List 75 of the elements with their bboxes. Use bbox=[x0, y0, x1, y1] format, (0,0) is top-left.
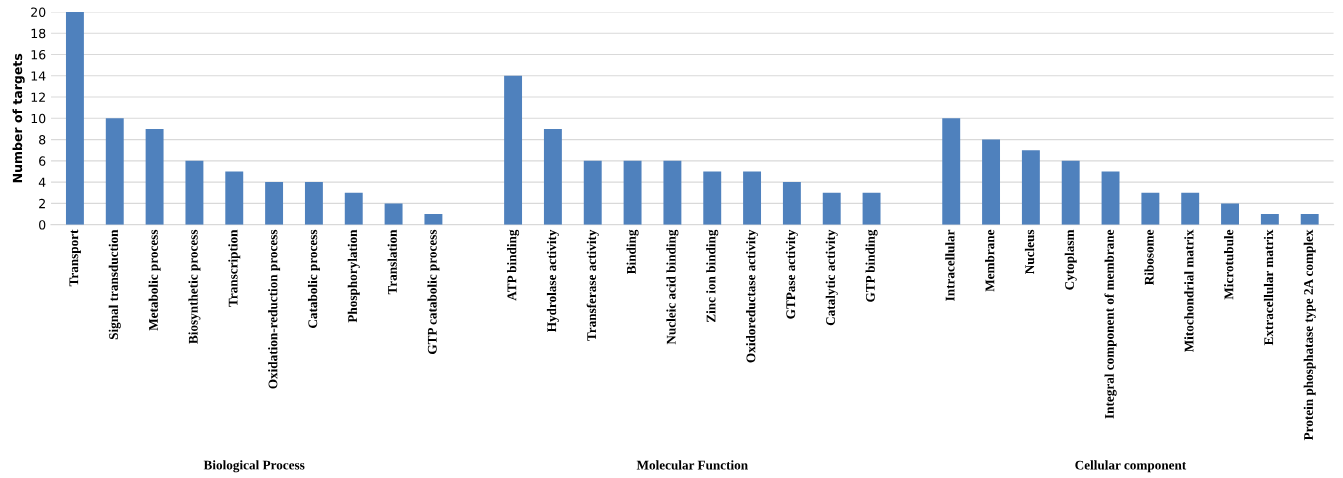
x-tick-label: Extracellular matrix bbox=[1263, 229, 1274, 346]
x-tick-label: Integral component of membrane bbox=[1104, 229, 1117, 419]
bar bbox=[703, 171, 722, 225]
text: Molecular Function bbox=[636, 460, 748, 470]
x-tick-label: Oxidoreductase activity bbox=[746, 229, 759, 363]
bar bbox=[743, 171, 762, 225]
x-tick-label: Nucleus bbox=[1024, 229, 1035, 274]
x-tick-label: Signal transduction bbox=[108, 229, 121, 340]
bar bbox=[185, 160, 204, 225]
bar bbox=[1300, 214, 1319, 225]
x-tick-label: Metabolic process bbox=[148, 229, 161, 331]
bar bbox=[145, 128, 164, 225]
bar bbox=[623, 160, 642, 225]
x-tick-label: Membrane bbox=[985, 229, 995, 292]
y-tick-label: 20 bbox=[31, 7, 46, 17]
y-tick-label: 14 bbox=[31, 71, 46, 81]
x-tick-label: GTP binding bbox=[865, 229, 878, 302]
bar bbox=[344, 192, 363, 225]
bar bbox=[862, 192, 881, 225]
y-tick-label: 4 bbox=[38, 177, 46, 187]
bar bbox=[384, 203, 403, 225]
y-tick-label: 16 bbox=[31, 49, 46, 60]
x-tick-label: Zinc ion binding bbox=[706, 229, 719, 323]
x-tick-label: Nucleic acid binding bbox=[666, 229, 679, 345]
bar bbox=[1061, 160, 1080, 225]
bar bbox=[1141, 192, 1160, 225]
y-tick-label: 8 bbox=[39, 135, 46, 145]
x-tick-label: Intracellular bbox=[945, 229, 955, 301]
x-tick-label: Transport bbox=[69, 229, 81, 287]
bar bbox=[1021, 150, 1040, 225]
bar bbox=[543, 128, 562, 225]
bar bbox=[424, 214, 443, 225]
x-tick-label: Biosynthetic process bbox=[188, 229, 201, 344]
bar bbox=[504, 75, 523, 225]
bar bbox=[982, 139, 1001, 225]
x-tick-label: Translation bbox=[387, 229, 397, 295]
bar bbox=[1181, 192, 1200, 225]
y-tick-label: 18 bbox=[31, 28, 46, 39]
x-tick-label: Transferase activity bbox=[586, 229, 599, 341]
x-tick-label: Catabolic process bbox=[307, 229, 320, 328]
y-tick-label: 0 bbox=[39, 220, 46, 230]
x-tick-label: Binding bbox=[626, 229, 639, 275]
y-tick-label: 10 bbox=[31, 113, 46, 124]
x-tick-label: Cytoplasm bbox=[1064, 229, 1077, 290]
text: Cellular component bbox=[1075, 460, 1187, 473]
bar bbox=[225, 171, 244, 225]
x-tick-label: Oxidation-reduction process bbox=[268, 229, 281, 389]
x-tick-label: Microtubule bbox=[1224, 229, 1234, 300]
bar bbox=[1101, 171, 1120, 225]
bar bbox=[822, 192, 841, 225]
bar bbox=[304, 182, 323, 225]
bar bbox=[1260, 214, 1279, 225]
bar bbox=[105, 118, 124, 225]
x-tick-label: ATP binding bbox=[507, 229, 520, 301]
y-tick-label: 6 bbox=[39, 156, 46, 166]
x-tick-label: GTPase activity bbox=[785, 229, 798, 319]
x-tick-label: Protein phosphatase type 2A complex bbox=[1303, 229, 1316, 441]
y-tick-label: 2 bbox=[39, 198, 45, 209]
x-tick-label: GTP catabolic process bbox=[427, 229, 440, 354]
bar bbox=[65, 11, 84, 225]
x-tick-label: Catalytic activity bbox=[825, 229, 838, 326]
bar bbox=[663, 160, 682, 225]
x-tick-label: Mitochondrial matrix bbox=[1184, 229, 1194, 353]
bar bbox=[265, 182, 284, 225]
x-tick-label: Ribosome bbox=[1144, 229, 1154, 286]
bar bbox=[782, 182, 801, 225]
y-axis-title: Number of targets bbox=[12, 53, 25, 183]
text: Biological Process bbox=[203, 460, 305, 473]
bar bbox=[942, 118, 961, 225]
bar bbox=[1221, 203, 1239, 225]
x-tick-label: Hydrolase activity bbox=[546, 229, 559, 333]
bar bbox=[583, 160, 602, 225]
x-tick-label: Phosphorylation bbox=[347, 229, 360, 323]
y-tick-label: 12 bbox=[31, 92, 45, 102]
x-tick-label: Transcription bbox=[228, 229, 241, 307]
